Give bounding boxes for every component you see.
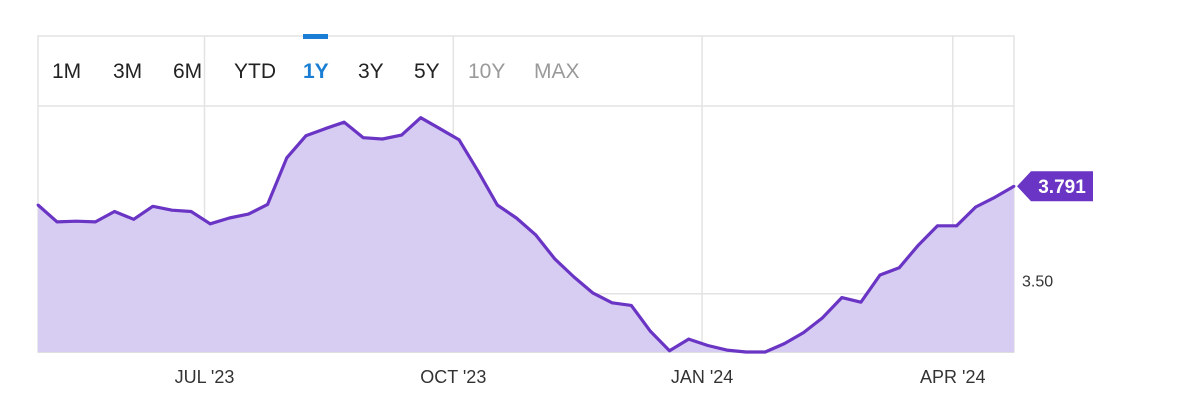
- data-point: [916, 243, 920, 247]
- data-point: [113, 210, 116, 213]
- data-point: [648, 329, 652, 333]
- data-point: [55, 220, 59, 224]
- data-point: [151, 204, 155, 208]
- range-option-3y[interactable]: 3Y: [358, 60, 384, 83]
- data-point: [247, 212, 250, 216]
- data-point: [706, 344, 710, 347]
- data-point: [227, 216, 231, 220]
- range-option-6m[interactable]: 6M: [173, 60, 203, 83]
- range-selector: 1M 3M 6M YTD 1Y 3Y 5Y 10Y MAX: [38, 34, 598, 106]
- data-point: [802, 331, 805, 334]
- data-point: [591, 291, 595, 295]
- data-point: [763, 350, 767, 354]
- range-option-3m[interactable]: 3M: [113, 60, 143, 83]
- y-tick-label: 3.50: [1022, 274, 1053, 291]
- data-point: [687, 337, 691, 341]
- data-point: [74, 219, 78, 223]
- data-point: [878, 273, 882, 277]
- x-tick-label: OCT '23: [420, 367, 486, 387]
- data-point: [400, 133, 404, 137]
- range-option-ytd[interactable]: YTD: [234, 60, 276, 83]
- data-point: [955, 224, 958, 228]
- x-axis-ticks: JUL '23 OCT '23 JAN '24 APR '24: [175, 367, 986, 387]
- last-value-text: 3.791: [1038, 177, 1086, 198]
- data-points: [36, 116, 1016, 354]
- data-point: [94, 220, 97, 224]
- data-point: [285, 156, 289, 160]
- range-option-1y[interactable]: 1Y: [303, 60, 329, 83]
- data-point: [993, 195, 997, 199]
- range-option-max: MAX: [534, 60, 580, 83]
- data-point: [361, 136, 365, 140]
- data-point: [476, 169, 480, 173]
- data-point: [668, 349, 671, 353]
- data-point: [744, 350, 748, 354]
- x-tick-label: JAN '24: [671, 367, 733, 387]
- last-value-badge: 3.791: [1017, 171, 1093, 202]
- data-point: [629, 303, 633, 307]
- data-point: [438, 127, 442, 131]
- x-tick-label: APR '24: [920, 367, 985, 387]
- data-point: [572, 275, 576, 279]
- data-point: [189, 210, 193, 213]
- data-point: [495, 203, 499, 207]
- data-point: [419, 116, 423, 120]
- data-point: [323, 127, 327, 131]
- range-option-1m[interactable]: 1M: [52, 60, 82, 83]
- data-point: [553, 257, 557, 261]
- data-point: [859, 300, 863, 304]
- last-value-badge-shape: [1017, 171, 1093, 202]
- data-point: [342, 120, 346, 124]
- data-point: [821, 316, 825, 320]
- y-axis-ticks: 3.50: [1022, 274, 1053, 291]
- data-point: [897, 266, 901, 270]
- x-tick-label: JUL '23: [175, 367, 235, 387]
- data-point: [132, 217, 136, 221]
- data-point: [304, 134, 308, 138]
- data-point: [36, 203, 40, 207]
- data-point: [381, 137, 384, 141]
- range-option-10y: 10Y: [468, 60, 506, 83]
- range-option-5y[interactable]: 5Y: [414, 60, 440, 83]
- series-line: [36, 116, 1015, 354]
- active-range-indicator: [303, 34, 328, 39]
- data-point: [208, 222, 212, 226]
- data-point: [782, 342, 786, 345]
- data-point: [840, 296, 844, 300]
- data-point: [170, 208, 174, 212]
- data-point: [936, 224, 939, 228]
- series-area: [38, 117, 1014, 352]
- data-point: [610, 301, 614, 305]
- data-point: [725, 348, 729, 352]
- data-point: [457, 138, 461, 142]
- data-point: [1012, 184, 1016, 188]
- data-point: [266, 203, 270, 206]
- data-point: [974, 205, 978, 209]
- data-point: [515, 216, 518, 220]
- data-point: [534, 233, 537, 237]
